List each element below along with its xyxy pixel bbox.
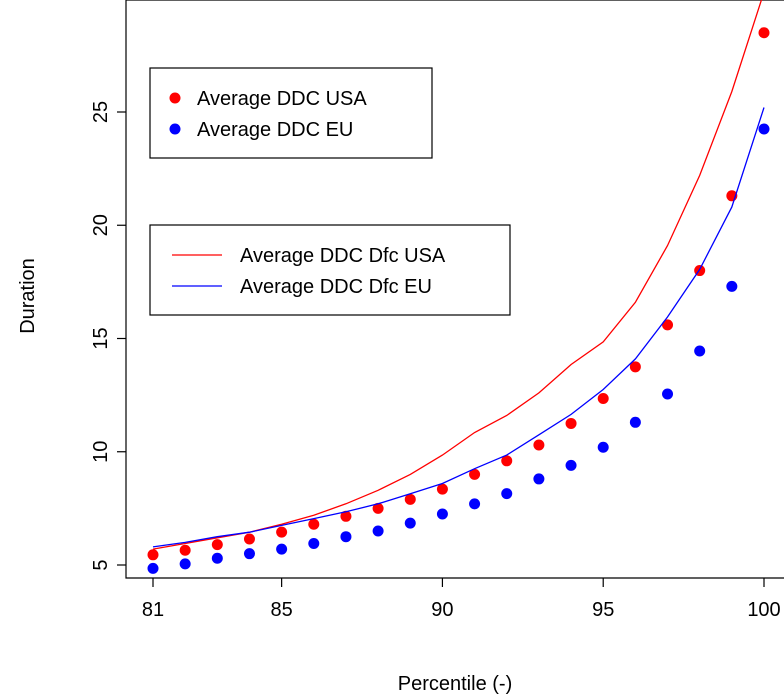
legend-label-dfc-eu: Average DDC Dfc EU [240,276,432,298]
data-point [694,345,706,357]
data-point [726,280,738,292]
legend-lines-box [149,224,511,316]
series-3 [152,107,765,548]
legend-label-dfc-usa: Average DDC Dfc USA [240,245,446,267]
y-tick-label: 10 [90,441,112,463]
series-layer [147,0,770,574]
x-tick-label: 90 [431,599,453,621]
series-line [152,107,765,548]
data-point [436,483,448,495]
legend-marker-usa [169,92,181,104]
x-tick-label: 100 [747,599,780,621]
data-point [340,510,352,522]
x-tick-label: 95 [592,599,614,621]
legend-label-eu: Average DDC EU [197,119,353,141]
data-point [404,517,416,529]
data-point [179,558,191,570]
x-tick-label: 85 [271,599,293,621]
data-point [308,537,320,549]
data-point [662,319,674,331]
data-point [147,562,159,574]
y-tick-label: 25 [90,101,112,123]
data-point [597,393,609,405]
data-point [662,388,674,400]
data-point [340,531,352,543]
legend-lines: Average DDC Dfc USA Average DDC Dfc EU [149,224,511,316]
y-tick-label: 5 [90,559,112,570]
data-point [501,488,513,500]
plot-frame [125,0,784,579]
data-point [308,518,320,530]
y-axis: 5 10 15 20 25 [90,101,126,571]
series-0 [147,27,770,561]
series-1 [147,123,770,574]
data-point [179,544,191,556]
legend-marker-eu [169,123,181,135]
data-point [436,508,448,520]
y-tick-label: 20 [90,214,112,236]
data-point [629,361,641,373]
data-point [211,552,223,564]
data-point [243,533,255,545]
legend-points-box [149,67,433,159]
y-axis-title: Duration [17,258,39,334]
legend-label-usa: Average DDC USA [197,88,367,110]
data-point [404,493,416,505]
data-point [147,549,159,561]
data-point [758,123,770,135]
data-point [372,525,384,537]
y-tick-label: 15 [90,327,112,349]
data-point [501,455,513,467]
data-point [629,416,641,428]
x-tick-label: 81 [142,599,164,621]
x-axis-title: Percentile (-) [398,673,512,695]
data-point [758,27,770,39]
data-point [469,468,481,480]
data-point [243,548,255,560]
data-point [276,526,288,538]
data-point [469,498,481,510]
data-point [565,417,577,429]
data-point [276,543,288,555]
x-axis: 81 85 90 95 100 [142,578,781,621]
data-point [533,473,545,485]
data-point [533,439,545,451]
data-point [211,539,223,551]
data-point [597,441,609,453]
legend-points: Average DDC USA Average DDC EU [149,67,433,159]
data-point [565,459,577,471]
data-point [372,502,384,514]
